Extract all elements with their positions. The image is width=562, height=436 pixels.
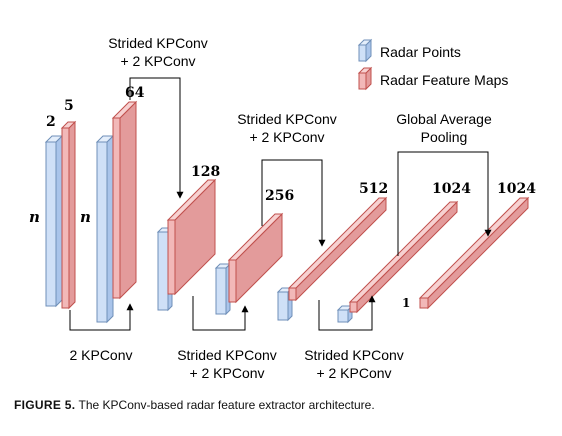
dim-64-label: 64 [125, 85, 145, 101]
figure-caption: FIGURE 5. The KPConv-based radar feature… [14, 398, 554, 412]
block-512 [276, 196, 388, 322]
arrow-strided-3 [261, 159, 326, 247]
legend-blue-swatch [357, 38, 373, 63]
block-128 [156, 178, 217, 312]
op-bot2-line2: + 2 KPConv [189, 365, 264, 381]
op-bot3-line2: + 2 KPConv [316, 365, 391, 381]
dim-5-label: 5 [64, 98, 74, 114]
dim-128-label: 128 [191, 164, 220, 180]
op-top1-line1: Strided KPConv [108, 35, 208, 51]
n-label-b: n [80, 208, 91, 226]
one-label: 1 [402, 296, 410, 310]
arrow-global-pool [397, 151, 492, 256]
arrow-2kpconv [69, 303, 134, 331]
caption-text: The KPConv-based radar feature extractor… [78, 398, 375, 412]
block-1024-a [336, 200, 459, 324]
block-256 [214, 212, 284, 316]
dim-1024a-label: 1024 [432, 181, 471, 197]
legend: Radar Points Radar Feature Maps [357, 38, 508, 91]
op-bot3-line1: Strided KPConv [304, 347, 404, 363]
op-top3-line2: Pooling [421, 129, 468, 145]
op-top2-line2: + 2 KPConv [249, 129, 324, 145]
op-bot1: 2 KPConv [69, 347, 132, 363]
op-top2-line1: Strided KPConv [237, 111, 337, 127]
dim-2-label: 2 [46, 114, 56, 130]
arrow-strided-4 [318, 295, 376, 331]
legend-red-swatch [357, 66, 373, 91]
dim-512-label: 512 [359, 181, 388, 197]
op-top1-line2: + 2 KPConv [120, 53, 195, 69]
block-input [44, 120, 77, 310]
arrow-strided-1 [129, 77, 184, 199]
dim-1024b-label: 1024 [497, 181, 536, 197]
block-64 [95, 100, 138, 324]
legend-radar-feature-maps: Radar Feature Maps [380, 72, 508, 88]
dim-256-label: 256 [265, 188, 294, 204]
n-label-a: n [29, 208, 40, 226]
arrow-strided-2 [192, 296, 249, 331]
op-top3-line1: Global Average [396, 111, 492, 127]
op-bot2-line1: Strided KPConv [177, 347, 277, 363]
caption-figure-number: FIGURE 5. [14, 398, 76, 412]
legend-radar-points: Radar Points [380, 44, 461, 60]
block-1024-b [418, 196, 530, 310]
connectors [69, 77, 492, 331]
